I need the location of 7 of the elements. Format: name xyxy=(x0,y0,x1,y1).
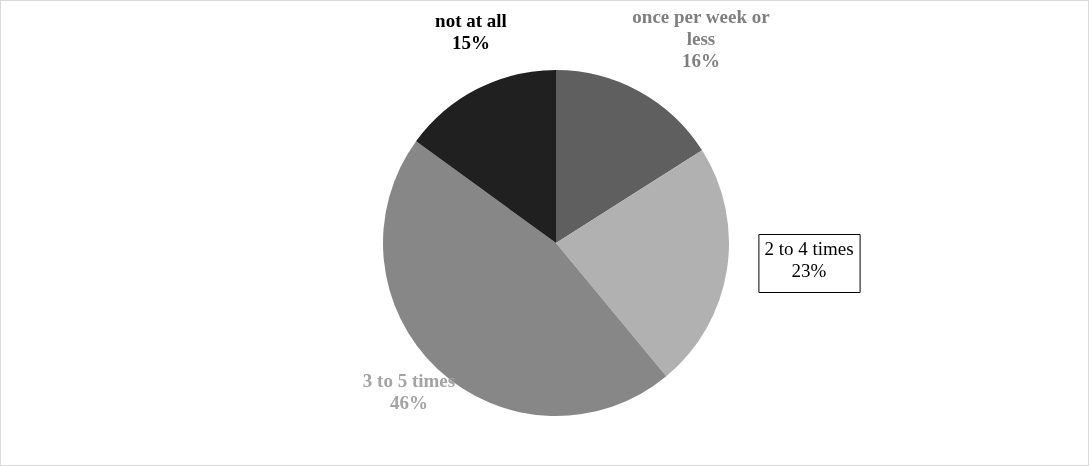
data-label: 23% xyxy=(791,260,827,282)
data-label: 46% xyxy=(390,392,428,414)
slice-label: not at all xyxy=(435,10,507,32)
data-label: 15% xyxy=(452,32,490,54)
slice-label: once per week or less xyxy=(632,6,771,50)
data-label: 16% xyxy=(682,50,720,72)
slice-label: 2 to 4 times xyxy=(764,238,854,260)
